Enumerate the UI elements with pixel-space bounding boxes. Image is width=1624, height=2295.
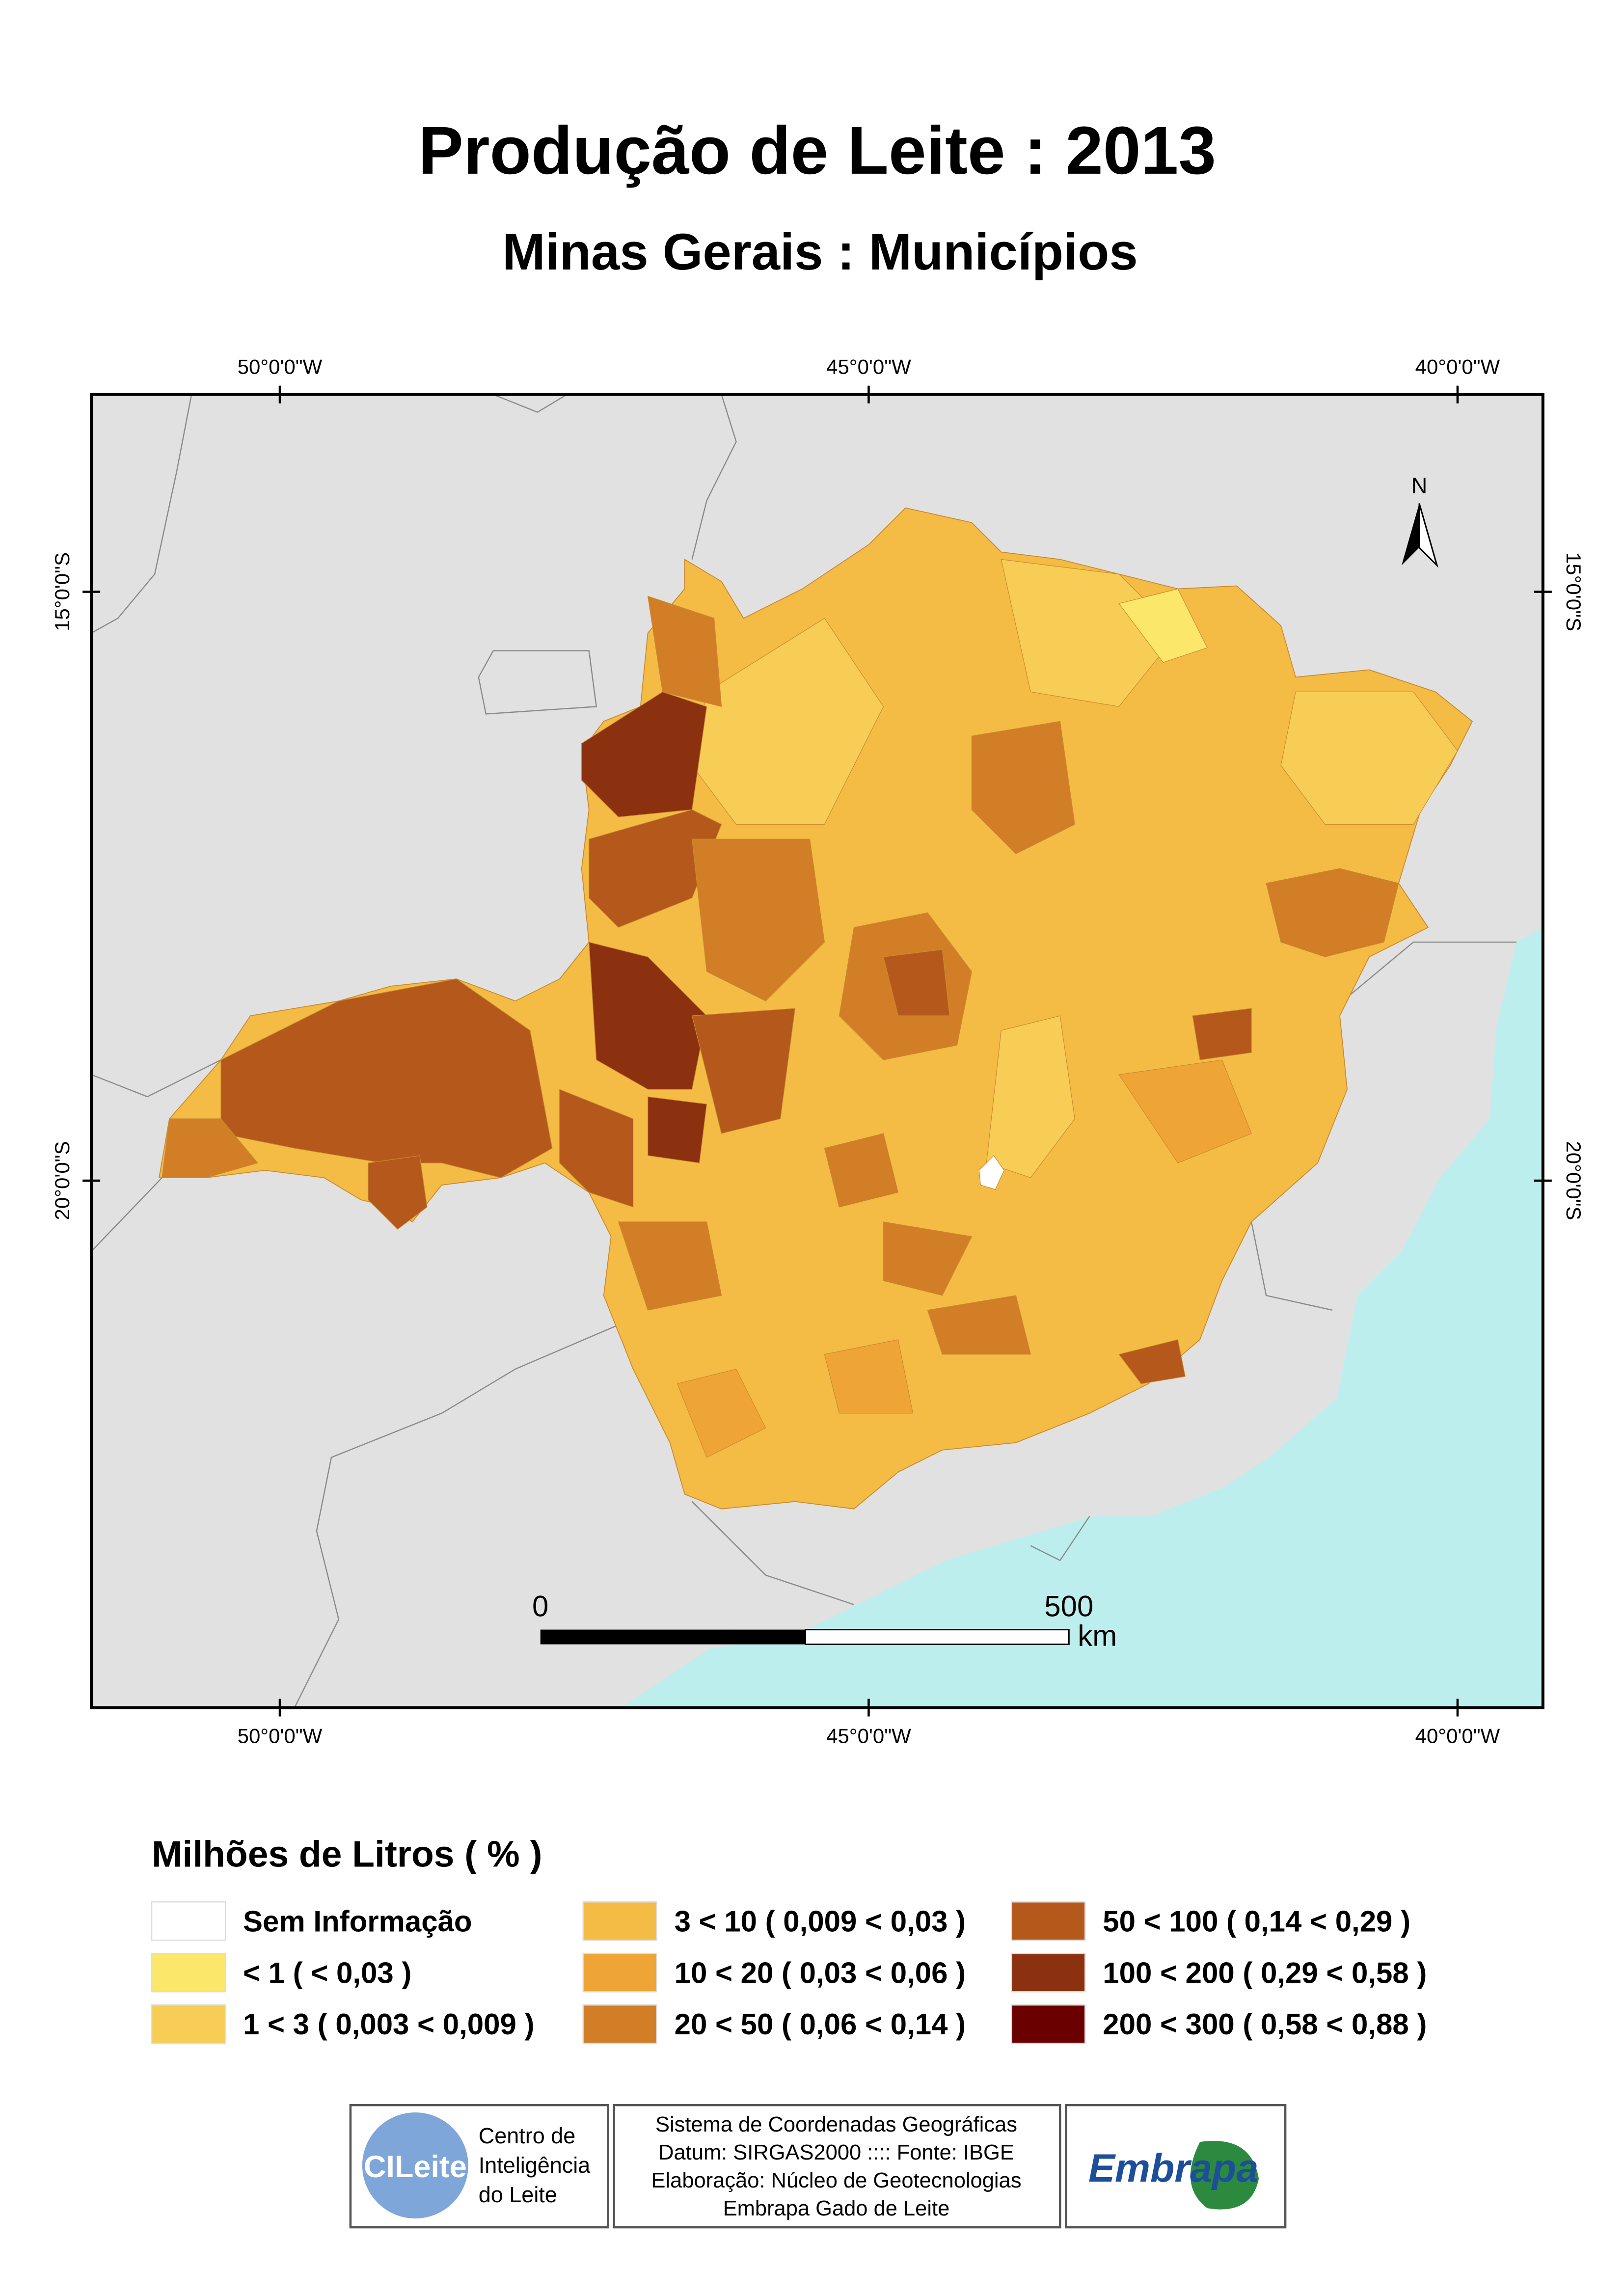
legend-label: Sem Informação: [243, 1905, 472, 1938]
legend-swatch: [1011, 1901, 1086, 1941]
credit-line: Embrapa Gado de Leite: [723, 2197, 950, 2220]
legend-label: 100 < 200 ( 0,29 < 0,58 ): [1103, 1956, 1427, 1989]
logo-mark: CILeite: [364, 2150, 467, 2184]
longitude-label: 50°0'0"W: [238, 1724, 323, 1747]
longitude-label: 40°0'0"W: [1415, 1724, 1500, 1747]
legend-swatch: [151, 1953, 226, 1993]
legend-label: 10 < 20 ( 0,03 < 0,06 ): [675, 1956, 966, 1989]
legend-label: 1 < 3 ( 0,003 < 0,009 ): [243, 2008, 534, 2041]
logo-text: Centro de: [479, 2123, 575, 2148]
graticule-ticks: [82, 385, 1552, 1717]
subtitle: Minas Gerais : Municípios: [502, 223, 1138, 281]
latitude-label: 20°0'0"S: [51, 1141, 74, 1220]
credit-line: Elaboração: Núcleo de Geotecnologias: [651, 2169, 1021, 2192]
map: 50°0'0"W 45°0'0"W 40°0'0"W 50°0'0"W 45°0…: [51, 355, 1585, 1748]
legend-swatch: [1011, 1953, 1086, 1993]
latitude-label: 15°0'0"S: [51, 552, 74, 631]
scale-bar: [540, 1629, 806, 1645]
map-frame: [90, 393, 1544, 1709]
logo-text: Inteligência: [479, 2153, 591, 2178]
longitude-label: 50°0'0"W: [238, 355, 323, 378]
longitude-label: 40°0'0"W: [1415, 355, 1500, 378]
logo-shape: [1190, 2140, 1259, 2210]
logo-circle: [362, 2112, 468, 2219]
minas-gerais: [158, 507, 1473, 1510]
logo-text: do Leite: [479, 2182, 557, 2207]
municipal-patches: [162, 559, 1458, 1458]
north-label: N: [1411, 473, 1427, 498]
footer: CILeite Centro de Inteligência do Leite …: [349, 2104, 1287, 2229]
legend-label: < 1 ( < 0,03 ): [243, 1956, 411, 1989]
legend-swatch: [1011, 2004, 1086, 2044]
legend-swatch: [582, 1901, 657, 1941]
scale-start: 0: [532, 1590, 548, 1623]
legend-label: 3 < 10 ( 0,009 < 0,03 ): [675, 1905, 966, 1938]
sea: [621, 927, 1543, 1708]
legend: Sem Informação < 1 ( < 0,03 ) 1 < 3 ( 0,00…: [151, 1901, 1427, 2044]
legend-swatch: [151, 1901, 226, 1941]
state-borders: [91, 394, 1516, 1708]
legend-swatch: [582, 1953, 657, 1993]
scale-end: 500: [1044, 1590, 1093, 1623]
credits-box: [613, 2104, 1061, 2229]
latitude-label: 20°0'0"S: [1562, 1141, 1585, 1220]
scale-unit: km: [1078, 1620, 1117, 1652]
latitude-label: 15°0'0"S: [1562, 552, 1585, 631]
scale-bar: [805, 1629, 1070, 1646]
title: Produção de Leite : 2013: [418, 113, 1216, 189]
legend-title: Milhões de Litros ( % ): [152, 1833, 542, 1874]
logo-right: Embrapa: [1088, 2146, 1258, 2190]
legend-label: 20 < 50 ( 0,06 < 0,14 ): [675, 2008, 966, 2041]
longitude-label: 45°0'0"W: [826, 1724, 911, 1747]
legend-swatch: [582, 2004, 657, 2044]
legend-label: 50 < 100 ( 0,14 < 0,29 ): [1103, 1905, 1410, 1938]
credit-line: Sistema de Coordenadas Geográficas: [655, 2113, 1017, 2136]
north-arrow: [1418, 503, 1438, 568]
legend-label: 200 < 300 ( 0,58 < 0,88 ): [1103, 2008, 1427, 2041]
legend-swatch: [151, 2004, 226, 2044]
credit-line: Datum: SIRGAS2000 :::: Fonte: IBGE: [658, 2141, 1014, 2164]
longitude-label: 45°0'0"W: [826, 355, 911, 378]
